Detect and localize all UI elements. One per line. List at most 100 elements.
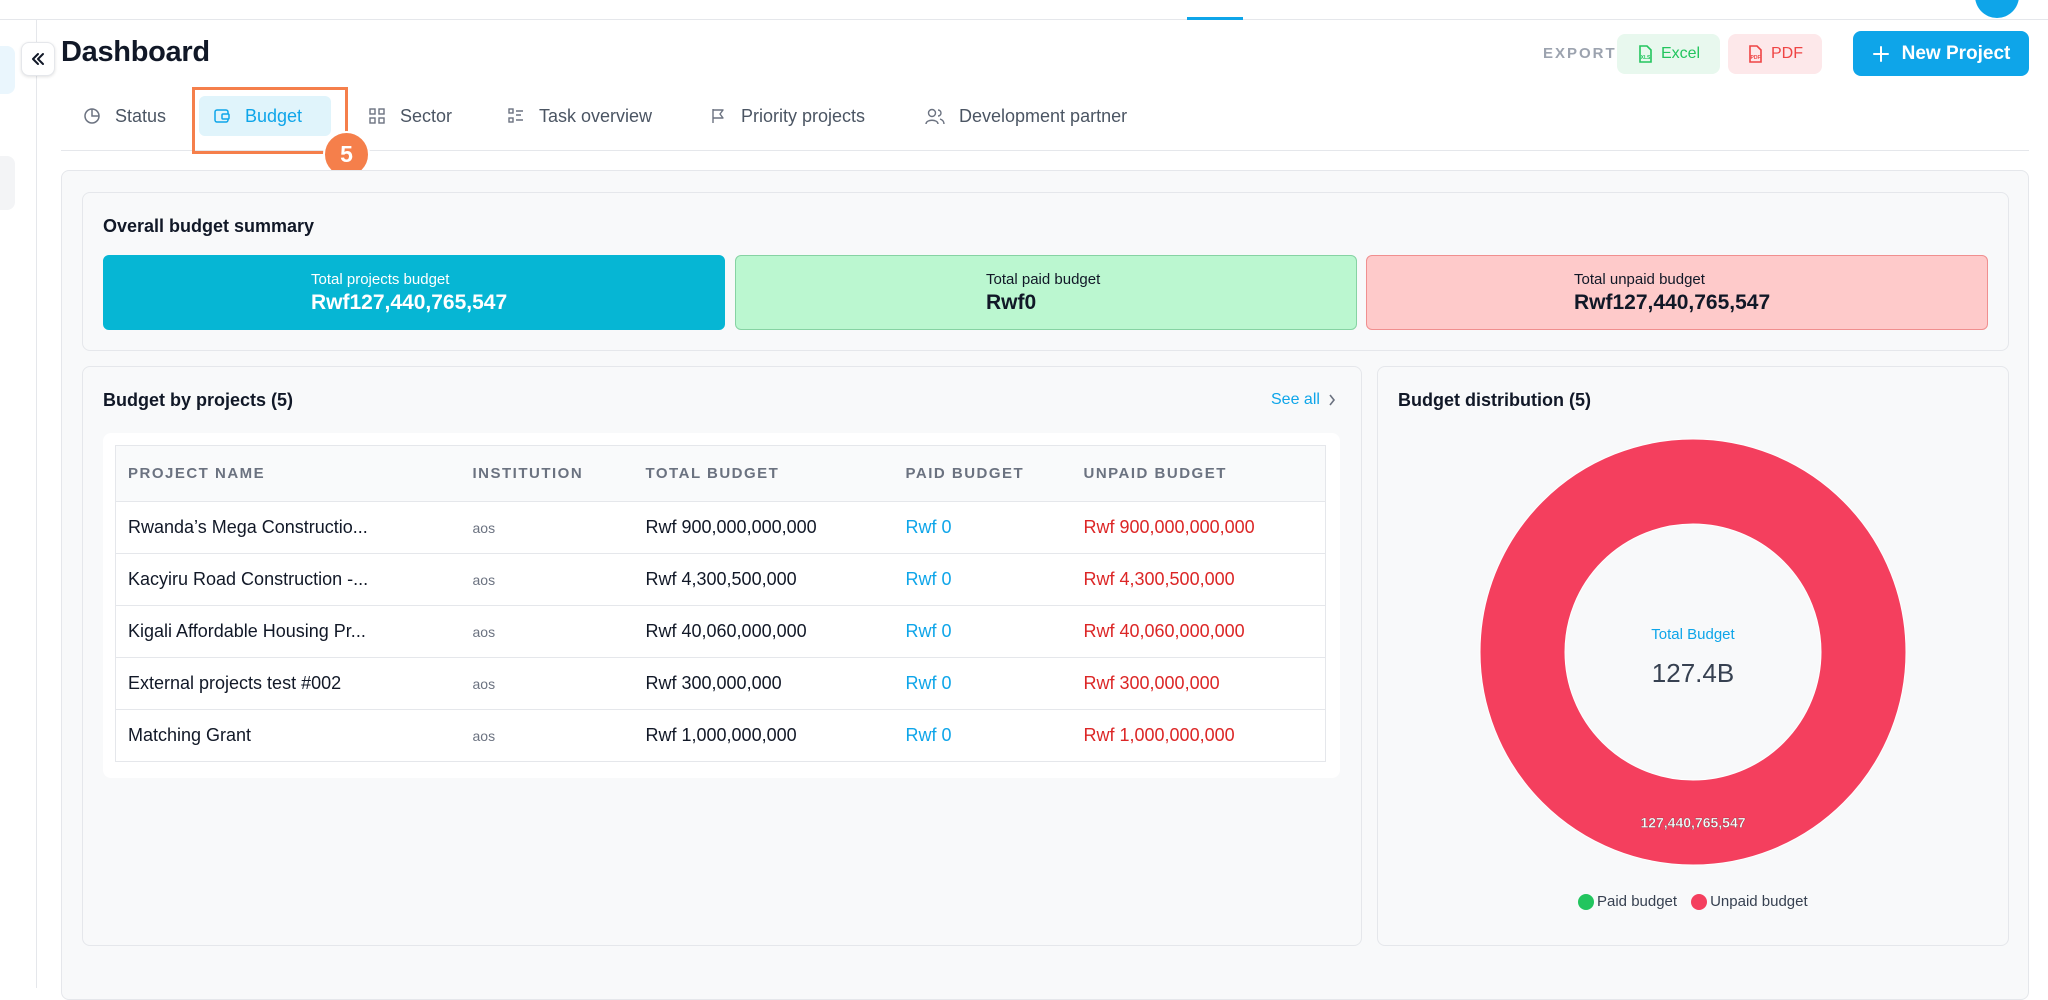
svg-text:PDF: PDF — [1751, 55, 1761, 61]
table-row[interactable]: Matching Grant aos Rwf 1,000,000,000 Rwf… — [115, 709, 1326, 762]
new-project-button[interactable]: New Project — [1853, 31, 2029, 76]
users-icon — [925, 108, 945, 125]
total-budget-box: Total projects budget Rwf127,440,765,547 — [103, 255, 725, 330]
tutorial-highlight — [192, 87, 348, 154]
tab-label: Development partner — [959, 105, 1128, 126]
unpaid-budget-cell: Rwf 40,060,000,000 — [1071, 605, 1326, 658]
top-nav-active-indicator — [1187, 17, 1243, 20]
institution-cell: aos — [460, 605, 634, 658]
table-row[interactable]: Kacyiru Road Construction -... aos Rwf 4… — [115, 553, 1326, 606]
tab-label: Sector — [400, 105, 453, 126]
total-budget-cell: Rwf 900,000,000,000 — [633, 501, 894, 554]
collapse-sidebar-button[interactable] — [21, 42, 55, 76]
total-budget-cell: Rwf 1,000,000,000 — [633, 709, 894, 762]
donut-data-label: 127,440,765,547 — [1640, 815, 1745, 831]
unpaid-budget-value: Rwf127,440,765,547 — [1574, 290, 1771, 314]
projects-table-container: PROJECT NAME INSTITUTION TOTAL BUDGET PA… — [103, 433, 1340, 778]
table-row[interactable]: Rwanda’s Mega Constructio... aos Rwf 900… — [115, 501, 1326, 554]
export-excel-button[interactable]: XLS Excel — [1617, 34, 1720, 74]
sidebar-item-active[interactable] — [0, 46, 15, 94]
budget-donut-chart: Total Budget 127.4B 127,440,765,547 — [1479, 438, 1907, 866]
tab-budget[interactable]: Budget — [199, 96, 331, 136]
budget-distribution-title: Budget distribution (5) — [1398, 390, 1591, 410]
top-bar — [0, 0, 2048, 20]
paid-budget-cell: Rwf 0 — [893, 553, 1072, 606]
institution-cell: aos — [460, 709, 634, 762]
see-all-label: See all — [1271, 391, 1320, 408]
table-header-row: PROJECT NAME INSTITUTION TOTAL BUDGET PA… — [115, 445, 1326, 502]
project-name-cell[interactable]: Kigali Affordable Housing Pr... — [115, 605, 461, 658]
institution-cell: aos — [460, 501, 634, 554]
tab-status[interactable]: Status — [83, 96, 166, 136]
legend-item-paid[interactable]: Paid budget — [1578, 893, 1677, 910]
total-budget-cell: Rwf 4,300,500,000 — [633, 553, 894, 606]
tab-label: Task overview — [539, 105, 653, 126]
total-budget-cell: Rwf 40,060,000,000 — [633, 605, 894, 658]
excel-label: Excel — [1660, 45, 1701, 62]
tab-label: Priority projects — [741, 105, 866, 126]
projects-table: PROJECT NAME INSTITUTION TOTAL BUDGET PA… — [115, 445, 1326, 762]
legend-item-unpaid[interactable]: Unpaid budget — [1691, 893, 1808, 910]
column-header[interactable]: INSTITUTION — [460, 445, 634, 502]
total-budget-label: Total projects budget — [311, 270, 450, 288]
page-title: Dashboard — [61, 36, 210, 68]
project-name-cell[interactable]: Kacyiru Road Construction -... — [115, 553, 461, 606]
tab-label: Status — [115, 105, 167, 126]
excel-file-icon: XLS — [1639, 45, 1652, 63]
new-project-label: New Project — [1901, 42, 2011, 64]
paid-budget-box: Total paid budget Rwf0 — [735, 255, 1357, 330]
column-header[interactable]: UNPAID BUDGET — [1071, 445, 1326, 502]
legend-dot-unpaid — [1691, 893, 1708, 910]
svg-text:XLS: XLS — [1641, 55, 1651, 61]
project-name-cell[interactable]: External projects test #002 — [115, 657, 461, 710]
see-all-link[interactable]: See all — [1271, 391, 1336, 409]
grid-icon — [369, 108, 385, 124]
unpaid-budget-cell: Rwf 300,000,000 — [1071, 657, 1326, 710]
tab-sector[interactable]: Sector — [368, 96, 452, 136]
paid-budget-cell: Rwf 0 — [893, 657, 1072, 710]
unpaid-budget-cell: Rwf 1,000,000,000 — [1071, 709, 1326, 762]
column-header[interactable]: TOTAL BUDGET — [633, 445, 894, 502]
tab-development-partner[interactable]: Development partner — [925, 96, 1127, 136]
pdf-label: PDF — [1771, 45, 1803, 62]
institution-cell: aos — [460, 657, 634, 710]
double-chevron-left-icon — [32, 53, 44, 65]
unpaid-budget-box: Total unpaid budget Rwf127,440,765,547 — [1366, 255, 1988, 330]
paid-budget-cell: Rwf 0 — [893, 709, 1072, 762]
column-header[interactable]: PROJECT NAME — [115, 445, 461, 502]
paid-budget-value: Rwf0 — [986, 290, 1037, 314]
chevron-right-icon — [1329, 394, 1335, 406]
table-row[interactable]: External projects test #002 aos Rwf 300,… — [115, 657, 1326, 710]
legend-label: Paid budget — [1597, 893, 1678, 910]
sidebar-item[interactable] — [0, 156, 15, 210]
tab-task-overview[interactable]: Task overview — [507, 96, 652, 136]
plus-icon — [1872, 45, 1889, 62]
chart-legend: Paid budget Unpaid budget — [1578, 893, 1808, 910]
export-label: EXPORT — [1543, 45, 1617, 62]
budget-summary-title: Overall budget summary — [103, 216, 315, 236]
total-budget-cell: Rwf 300,000,000 — [633, 657, 894, 710]
avatar[interactable] — [1975, 0, 2019, 18]
project-name-cell[interactable]: Rwanda’s Mega Constructio... — [115, 501, 461, 554]
legend-dot-paid — [1578, 893, 1594, 910]
table-row[interactable]: Kigali Affordable Housing Pr... aos Rwf … — [115, 605, 1326, 658]
export-pdf-button[interactable]: PDF PDF — [1728, 34, 1822, 74]
unpaid-budget-cell: Rwf 4,300,500,000 — [1071, 553, 1326, 606]
pdf-file-icon: PDF — [1749, 45, 1762, 63]
tab-label: Budget — [245, 105, 303, 126]
unpaid-budget-cell: Rwf 900,000,000,000 — [1071, 501, 1326, 554]
wallet-icon — [214, 109, 230, 123]
paid-budget-label: Total paid budget — [986, 270, 1101, 288]
paid-budget-cell: Rwf 0 — [893, 605, 1072, 658]
project-name-cell[interactable]: Matching Grant — [115, 709, 461, 762]
legend-label: Unpaid budget — [1710, 893, 1808, 910]
dashboard-tabs: Status Budget Sector Task overview Prior… — [61, 88, 2029, 151]
tab-priority-projects[interactable]: Priority projects — [709, 96, 865, 136]
checklist-icon — [508, 108, 523, 123]
flag-icon — [712, 109, 724, 123]
column-header[interactable]: PAID BUDGET — [893, 445, 1072, 502]
budget-by-projects-title: Budget by projects (5) — [103, 390, 294, 410]
total-budget-value: Rwf127,440,765,547 — [311, 290, 508, 314]
unpaid-budget-label: Total unpaid budget — [1574, 270, 1705, 288]
donut-slice-unpaid-budget[interactable] — [1479, 438, 1907, 866]
